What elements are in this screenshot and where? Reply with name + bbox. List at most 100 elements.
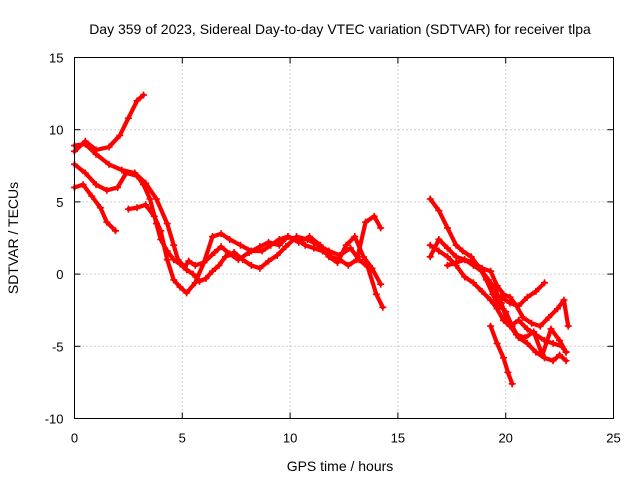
y-tick-label: 0 <box>56 267 63 282</box>
data-point <box>114 183 122 191</box>
data-point <box>191 261 199 269</box>
data-point <box>377 280 385 288</box>
data-point <box>133 97 141 105</box>
data-point <box>303 235 311 243</box>
chart-title: Day 359 of 2023, Sidereal Day-to-day VTE… <box>89 21 591 37</box>
data-point <box>189 270 197 278</box>
data-point <box>202 274 210 282</box>
data-point <box>81 140 89 148</box>
data-point <box>469 279 477 287</box>
data-point <box>461 273 469 281</box>
data-point <box>536 322 544 330</box>
data-point <box>532 287 540 295</box>
series-line <box>72 162 385 310</box>
y-tick-label: 15 <box>49 51 63 66</box>
data-point <box>215 261 223 269</box>
data-point <box>176 283 184 291</box>
data-point <box>344 261 352 269</box>
data-point <box>150 212 158 220</box>
x-axis-label: GPS time / hours <box>287 458 394 474</box>
data-point <box>532 348 540 356</box>
y-tick-label: -5 <box>52 339 64 354</box>
data-point <box>327 253 335 261</box>
data-point <box>152 195 160 203</box>
x-tick-label: 10 <box>283 431 297 446</box>
data-point <box>217 243 225 251</box>
data-point <box>139 181 147 189</box>
data-point <box>506 299 514 307</box>
data-point <box>489 290 497 298</box>
data-point <box>208 233 216 241</box>
data-point <box>426 195 434 203</box>
data-point <box>562 357 570 365</box>
data-point <box>560 296 568 304</box>
data-point <box>443 261 451 269</box>
data-point <box>124 114 132 122</box>
data-point <box>377 224 385 232</box>
data-point <box>105 160 113 168</box>
data-point <box>562 348 570 356</box>
data-point <box>310 244 318 252</box>
data-point <box>318 247 326 255</box>
data-point <box>282 243 290 251</box>
data-point <box>515 316 523 324</box>
data-point <box>163 256 171 264</box>
x-tick-label: 20 <box>498 431 512 446</box>
series-line <box>72 92 146 154</box>
data-point <box>96 204 104 212</box>
y-axis-label: SDTVAR / TECUs <box>5 182 21 294</box>
data-point <box>512 331 520 339</box>
data-point <box>342 241 350 249</box>
data-point <box>273 251 281 259</box>
data-point <box>170 241 178 249</box>
data-point <box>103 218 111 226</box>
x-tick-label: 0 <box>71 431 78 446</box>
series-track-10 <box>487 322 516 388</box>
data-point <box>556 337 564 345</box>
data-point <box>111 227 119 235</box>
data-point <box>452 241 460 249</box>
data-point <box>467 253 475 261</box>
data-point <box>500 354 508 362</box>
series-track-11 <box>497 279 549 310</box>
data-point <box>275 235 283 243</box>
data-point <box>88 192 96 200</box>
data-point <box>556 351 564 359</box>
x-tick-label: 25 <box>606 431 620 446</box>
data-point <box>116 131 124 139</box>
series-track-1 <box>71 181 119 235</box>
data-series <box>71 91 572 388</box>
data-point <box>523 293 531 301</box>
data-point <box>157 227 165 235</box>
data-point <box>528 319 536 327</box>
data-point <box>508 380 516 388</box>
data-point <box>426 241 434 249</box>
data-point <box>237 241 245 249</box>
data-point <box>301 241 309 249</box>
data-point <box>265 257 273 265</box>
data-point <box>200 259 208 267</box>
data-point <box>452 259 460 267</box>
data-point <box>487 296 495 304</box>
series-track-5 <box>124 201 385 297</box>
data-point <box>346 244 354 252</box>
series-line <box>488 324 515 386</box>
data-point <box>336 256 344 264</box>
data-point <box>170 276 178 284</box>
data-point <box>217 230 225 238</box>
y-axis: -10 -5 0 5 10 15 <box>45 51 614 427</box>
data-point <box>379 303 387 311</box>
data-point <box>79 181 87 189</box>
data-point <box>549 357 557 365</box>
data-point <box>118 166 126 174</box>
data-point <box>426 253 434 261</box>
data-point <box>105 143 113 151</box>
data-point <box>208 267 216 275</box>
data-point <box>515 302 523 310</box>
data-point <box>359 253 367 261</box>
data-point <box>530 328 538 336</box>
data-point <box>491 285 499 293</box>
data-point <box>170 256 178 264</box>
data-point <box>226 235 234 243</box>
